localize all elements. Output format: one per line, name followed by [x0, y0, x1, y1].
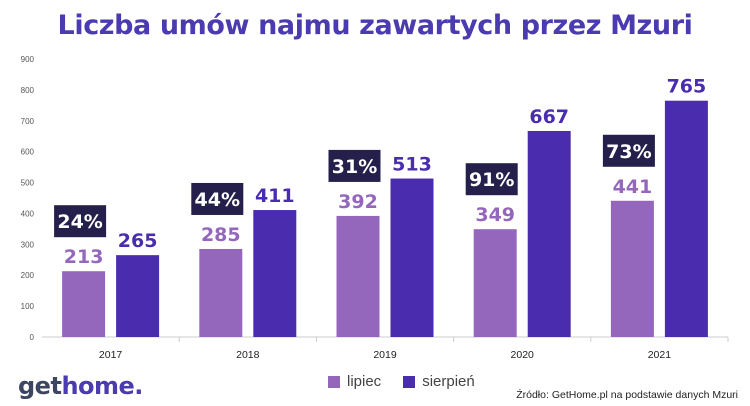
growth-label-2021: 73% — [606, 141, 651, 163]
growth-label-2017: 24% — [57, 211, 102, 233]
y-tick-label: 200 — [21, 271, 35, 280]
y-tick-label: 100 — [21, 302, 35, 311]
growth-label-2019: 31% — [332, 156, 377, 178]
bar-sierpien-2018 — [253, 210, 297, 337]
data-label-sierpien-2018: 411 — [255, 185, 295, 207]
growth-badge-2021 — [602, 134, 655, 167]
data-label-lipiec-2019: 392 — [338, 191, 378, 213]
y-tick-label: 800 — [21, 86, 35, 95]
bar-lipiec-2019 — [336, 215, 380, 337]
data-label-lipiec-2020: 349 — [475, 204, 515, 226]
source-note: Źródło: GetHome.pl na podstawie danych M… — [516, 389, 738, 401]
data-label-lipiec-2017: 213 — [64, 246, 104, 268]
growth-label-2020: 91% — [469, 169, 514, 191]
x-tick-label-2018: 2018 — [236, 349, 260, 361]
chart-title: Liczba umów najmu zawartych przez Mzuri — [57, 10, 693, 41]
y-tick-label: 0 — [30, 333, 35, 342]
bar-lipiec-2017 — [62, 271, 106, 337]
bar-lipiec-2021 — [610, 200, 654, 337]
y-tick-label: 600 — [21, 148, 35, 157]
y-tick-label: 400 — [21, 209, 35, 218]
bar-lipiec-2020 — [473, 229, 517, 337]
legend-label-lipiec: lipiec — [347, 373, 382, 390]
bar-lipiec-2018 — [199, 248, 243, 337]
data-label-sierpien-2020: 667 — [529, 106, 569, 128]
growth-badge-2020 — [465, 163, 518, 196]
data-label-lipiec-2021: 441 — [613, 176, 653, 198]
gethome-logo: gethome. — [18, 372, 143, 400]
growth-badge-2018 — [191, 182, 244, 215]
y-tick-label: 700 — [21, 117, 35, 126]
legend-label-sierpien: sierpień — [422, 373, 475, 390]
x-tick-label-2020: 2020 — [511, 349, 535, 361]
legend-item-sierpien: sierpień — [403, 373, 475, 390]
growth-badge-2019 — [328, 149, 381, 182]
y-tick-label: 500 — [21, 179, 35, 188]
legend: lipiec sierpień — [328, 373, 497, 390]
legend-item-lipiec: lipiec — [328, 373, 381, 390]
legend-swatch-lipiec — [328, 375, 340, 388]
y-tick-label: 900 — [21, 55, 35, 64]
data-label-sierpien-2019: 513 — [392, 154, 432, 176]
growth-badge-2017 — [54, 205, 107, 238]
bar-sierpien-2019 — [390, 178, 434, 337]
data-label-lipiec-2018: 285 — [201, 224, 241, 246]
bar-sierpien-2021 — [664, 100, 708, 337]
growth-label-2018: 44% — [195, 189, 240, 211]
x-tick-label-2021: 2021 — [648, 349, 672, 361]
y-tick-label: 300 — [21, 240, 35, 249]
x-tick-label-2017: 2017 — [99, 349, 123, 361]
bar-sierpien-2017 — [116, 255, 160, 337]
data-label-sierpien-2021: 765 — [667, 76, 707, 98]
bar-sierpien-2020 — [527, 130, 571, 337]
legend-swatch-sierpien — [403, 375, 416, 388]
x-tick-label-2019: 2019 — [373, 349, 397, 361]
data-label-sierpien-2017: 265 — [118, 230, 158, 252]
